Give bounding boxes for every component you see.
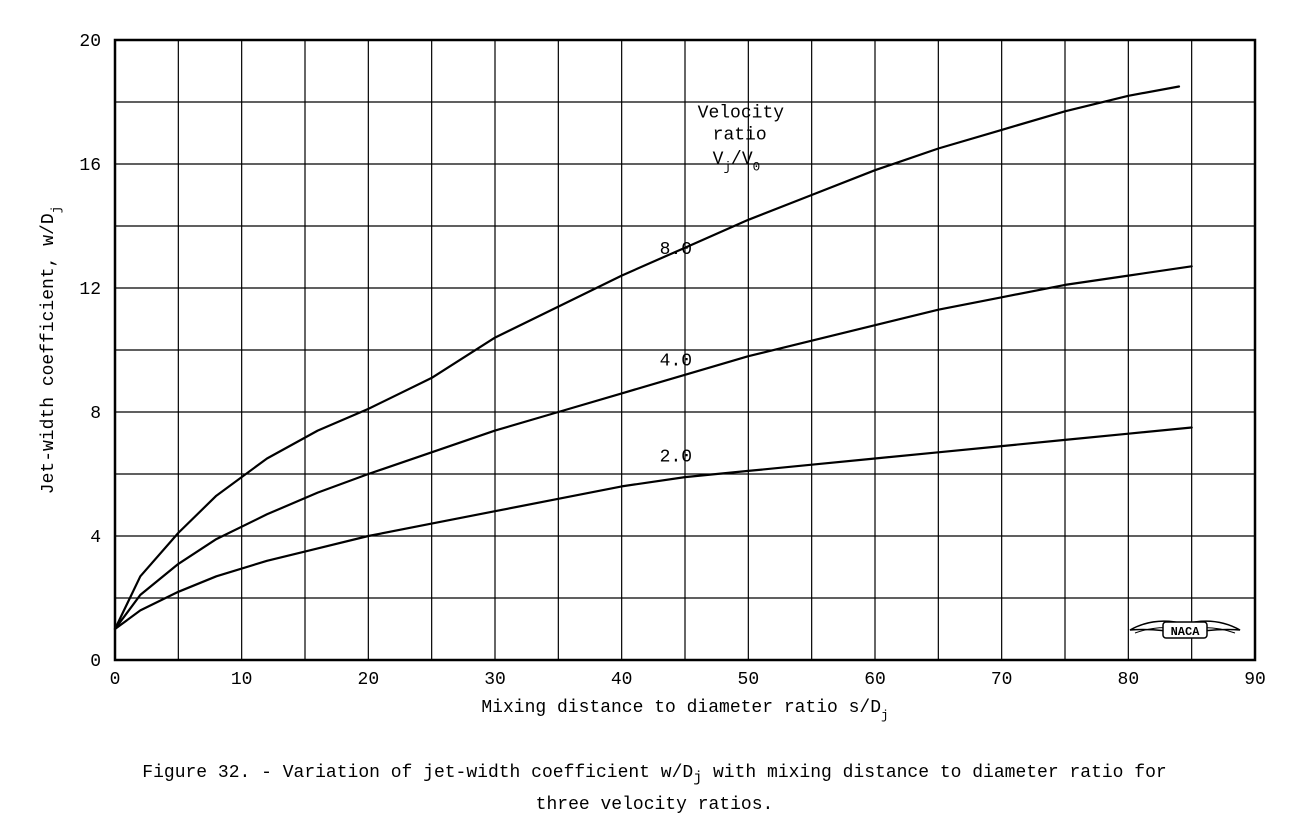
x-tick-label: 60 [864,670,886,690]
y-tick-label: 8 [90,404,101,424]
x-tick-label: 30 [484,670,506,690]
x-tick-label: 50 [738,670,760,690]
x-tick-label: 0 [110,670,121,690]
y-tick-label: 12 [79,280,101,300]
series-label: 4.0 [660,352,692,372]
y-tick-label: 4 [90,528,101,548]
legend-title: ratio [713,126,767,146]
caption-line1: Figure 32. - Variation of jet-width coef… [142,763,693,783]
x-tick-label: 10 [231,670,253,690]
x-tick-label: 20 [358,670,380,690]
y-tick-label: 16 [79,156,101,176]
series-label: 2.0 [660,448,692,468]
y-tick-label: 0 [90,652,101,672]
x-tick-label: 40 [611,670,633,690]
x-tick-label: 90 [1244,670,1266,690]
caption-line1-tail: with mixing distance to diameter ratio f… [702,763,1166,783]
caption-line1-sub: j [693,770,702,787]
series-label: 8.0 [660,240,692,260]
svg-text:NACA: NACA [1171,625,1201,639]
chart-container: 0102030405060708090048121620Mixing dista… [20,20,1289,819]
y-tick-label: 20 [79,32,101,52]
x-tick-label: 80 [1118,670,1140,690]
caption-line2: three velocity ratios. [536,795,774,815]
x-tick-label: 70 [991,670,1013,690]
figure-caption: Figure 32. - Variation of jet-width coef… [20,759,1289,819]
chart-svg: 0102030405060708090048121620Mixing dista… [20,20,1289,740]
legend-title: Velocity [698,104,785,124]
